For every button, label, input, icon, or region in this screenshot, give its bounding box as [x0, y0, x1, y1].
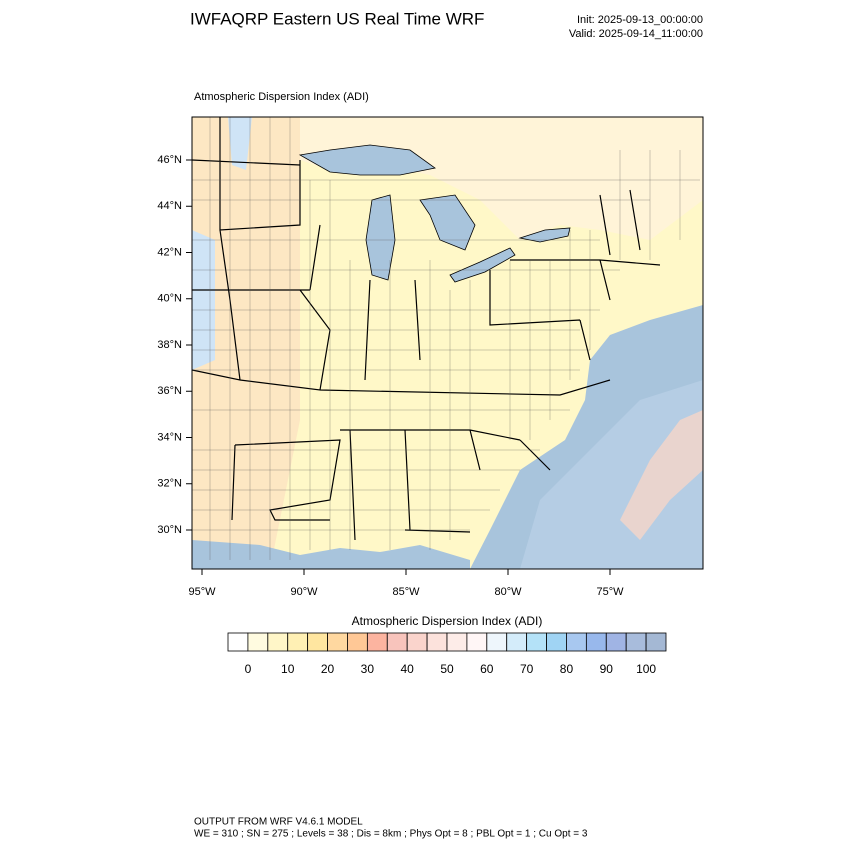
valid-time: Valid: 2025-09-14_11:00:00 [569, 28, 703, 40]
colorbar-box [307, 632, 328, 652]
footer-line: WE = 310 ; SN = 275 ; Levels = 38 ; Dis … [194, 829, 588, 840]
ocean-warm [620, 410, 703, 540]
colorbar-box [227, 632, 249, 652]
lon-labels: 95°W 90°W 85°W 80°W 75°W [188, 569, 624, 598]
lat-label: 38°N [157, 339, 182, 351]
colorbar-box [486, 632, 508, 652]
colorbar-box [327, 632, 348, 652]
colorbar-tick-label: 90 [600, 662, 614, 676]
ocean-band [520, 380, 703, 569]
colorbar-box [625, 632, 647, 652]
colorbar-box [546, 632, 567, 652]
colorbar-tick-label: 70 [520, 662, 534, 676]
colorbar-box [267, 632, 289, 652]
colorbar-box [366, 632, 388, 652]
lat-label: 42°N [157, 246, 182, 258]
colorbar-tick-label: 10 [281, 662, 295, 676]
gulf [192, 540, 470, 569]
lon-label: 85°W [392, 586, 420, 598]
west-blue [192, 230, 215, 370]
county-lines [192, 117, 700, 560]
lon-label: 75°W [596, 586, 624, 598]
lat-label: 46°N [157, 154, 182, 166]
init-time: Init: 2025-09-13_00:00:00 [577, 14, 703, 26]
colorbar-tick-label: 0 [245, 662, 252, 676]
colorbar-tick-label: 30 [361, 662, 375, 676]
colorbar: 0 10 20 30 40 50 60 70 80 90 100 [227, 632, 667, 676]
lat-label: 30°N [157, 524, 182, 536]
colorbar-box [585, 632, 607, 652]
lat-label: 34°N [157, 431, 182, 443]
west-zone [192, 117, 300, 569]
colorbar-tick-label: 50 [440, 662, 454, 676]
colorbar-tick-label: 40 [401, 662, 415, 676]
colorbar-box [247, 632, 269, 652]
colorbar-box [506, 632, 528, 652]
lat-label: 32°N [157, 478, 182, 490]
lon-label: 95°W [188, 586, 216, 598]
colorbar-box [446, 632, 468, 652]
footer-line: OUTPUT FROM WRF V4.6.1 MODEL [194, 817, 363, 828]
colorbar-title: Atmospheric Dispersion Index (ADI) [352, 614, 543, 628]
colorbar-box [406, 632, 428, 652]
lat-label: 44°N [157, 200, 182, 212]
map: 46°N 44°N 42°N 40°N 38°N 36°N 34°N 32°N 30°N 95°… [157, 116, 704, 598]
colorbar-box [386, 632, 408, 652]
lat-label: 40°N [157, 293, 182, 305]
title: IWFAQRP Eastern US Real Time WRF [190, 9, 484, 28]
north-blue [228, 117, 252, 170]
lat-labels: 46°N 44°N 42°N 40°N 38°N 36°N 34°N 32°N 30°N [157, 154, 192, 536]
colorbar-box [466, 632, 488, 652]
colorbar-box [526, 632, 547, 652]
colorbar-box [347, 632, 368, 652]
lake-superior [298, 144, 436, 176]
colorbar-box [566, 632, 587, 652]
map-frame [191, 116, 704, 570]
colorbar-tick-label: 60 [480, 662, 494, 676]
colorbar-box [287, 632, 309, 652]
map-label: Atmospheric Dispersion Index (ADI) [194, 91, 369, 103]
colorbar-box [645, 632, 667, 652]
lake-ontario [518, 227, 571, 243]
lake-huron [419, 194, 476, 251]
colorbar-tick-label: 100 [636, 662, 656, 676]
lat-label: 36°N [157, 385, 182, 397]
colorbar-tick-label: 80 [560, 662, 574, 676]
lon-label: 80°W [494, 586, 522, 598]
colorbar-box [605, 632, 627, 652]
colorbar-box [426, 632, 448, 652]
colorbar-tick-label: 20 [321, 662, 335, 676]
lake-erie [449, 247, 516, 283]
lon-label: 90°W [290, 586, 318, 598]
